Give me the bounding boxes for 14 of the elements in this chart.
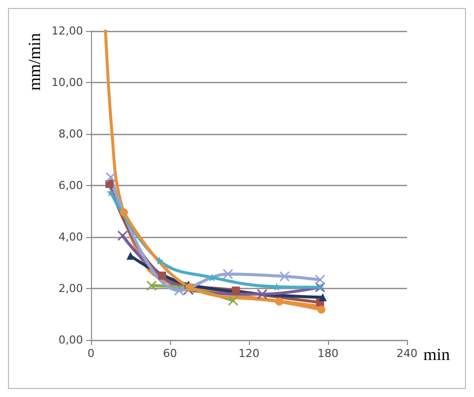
y-tick-label: 10,00 <box>52 76 83 89</box>
x-tick-label: 240 <box>396 347 418 360</box>
x-tick-label: 180 <box>318 347 338 360</box>
y-tick-label: 12,00 <box>52 24 83 38</box>
y-tick-label: 2,00 <box>58 282 83 295</box>
y-tick-label: 6,00 <box>58 179 83 192</box>
y-tick-label: 0,00 <box>58 334 83 346</box>
x-tick-label: 120 <box>238 347 260 360</box>
x-tick-label: 0 <box>88 347 94 360</box>
x-tick-label: 60 <box>163 347 177 360</box>
x-axis-title: min <box>423 345 450 364</box>
y-tick-label: 8,00 <box>58 128 83 140</box>
y-axis-title: mm/min <box>25 32 44 91</box>
y-tick-label: 4,00 <box>58 230 83 244</box>
